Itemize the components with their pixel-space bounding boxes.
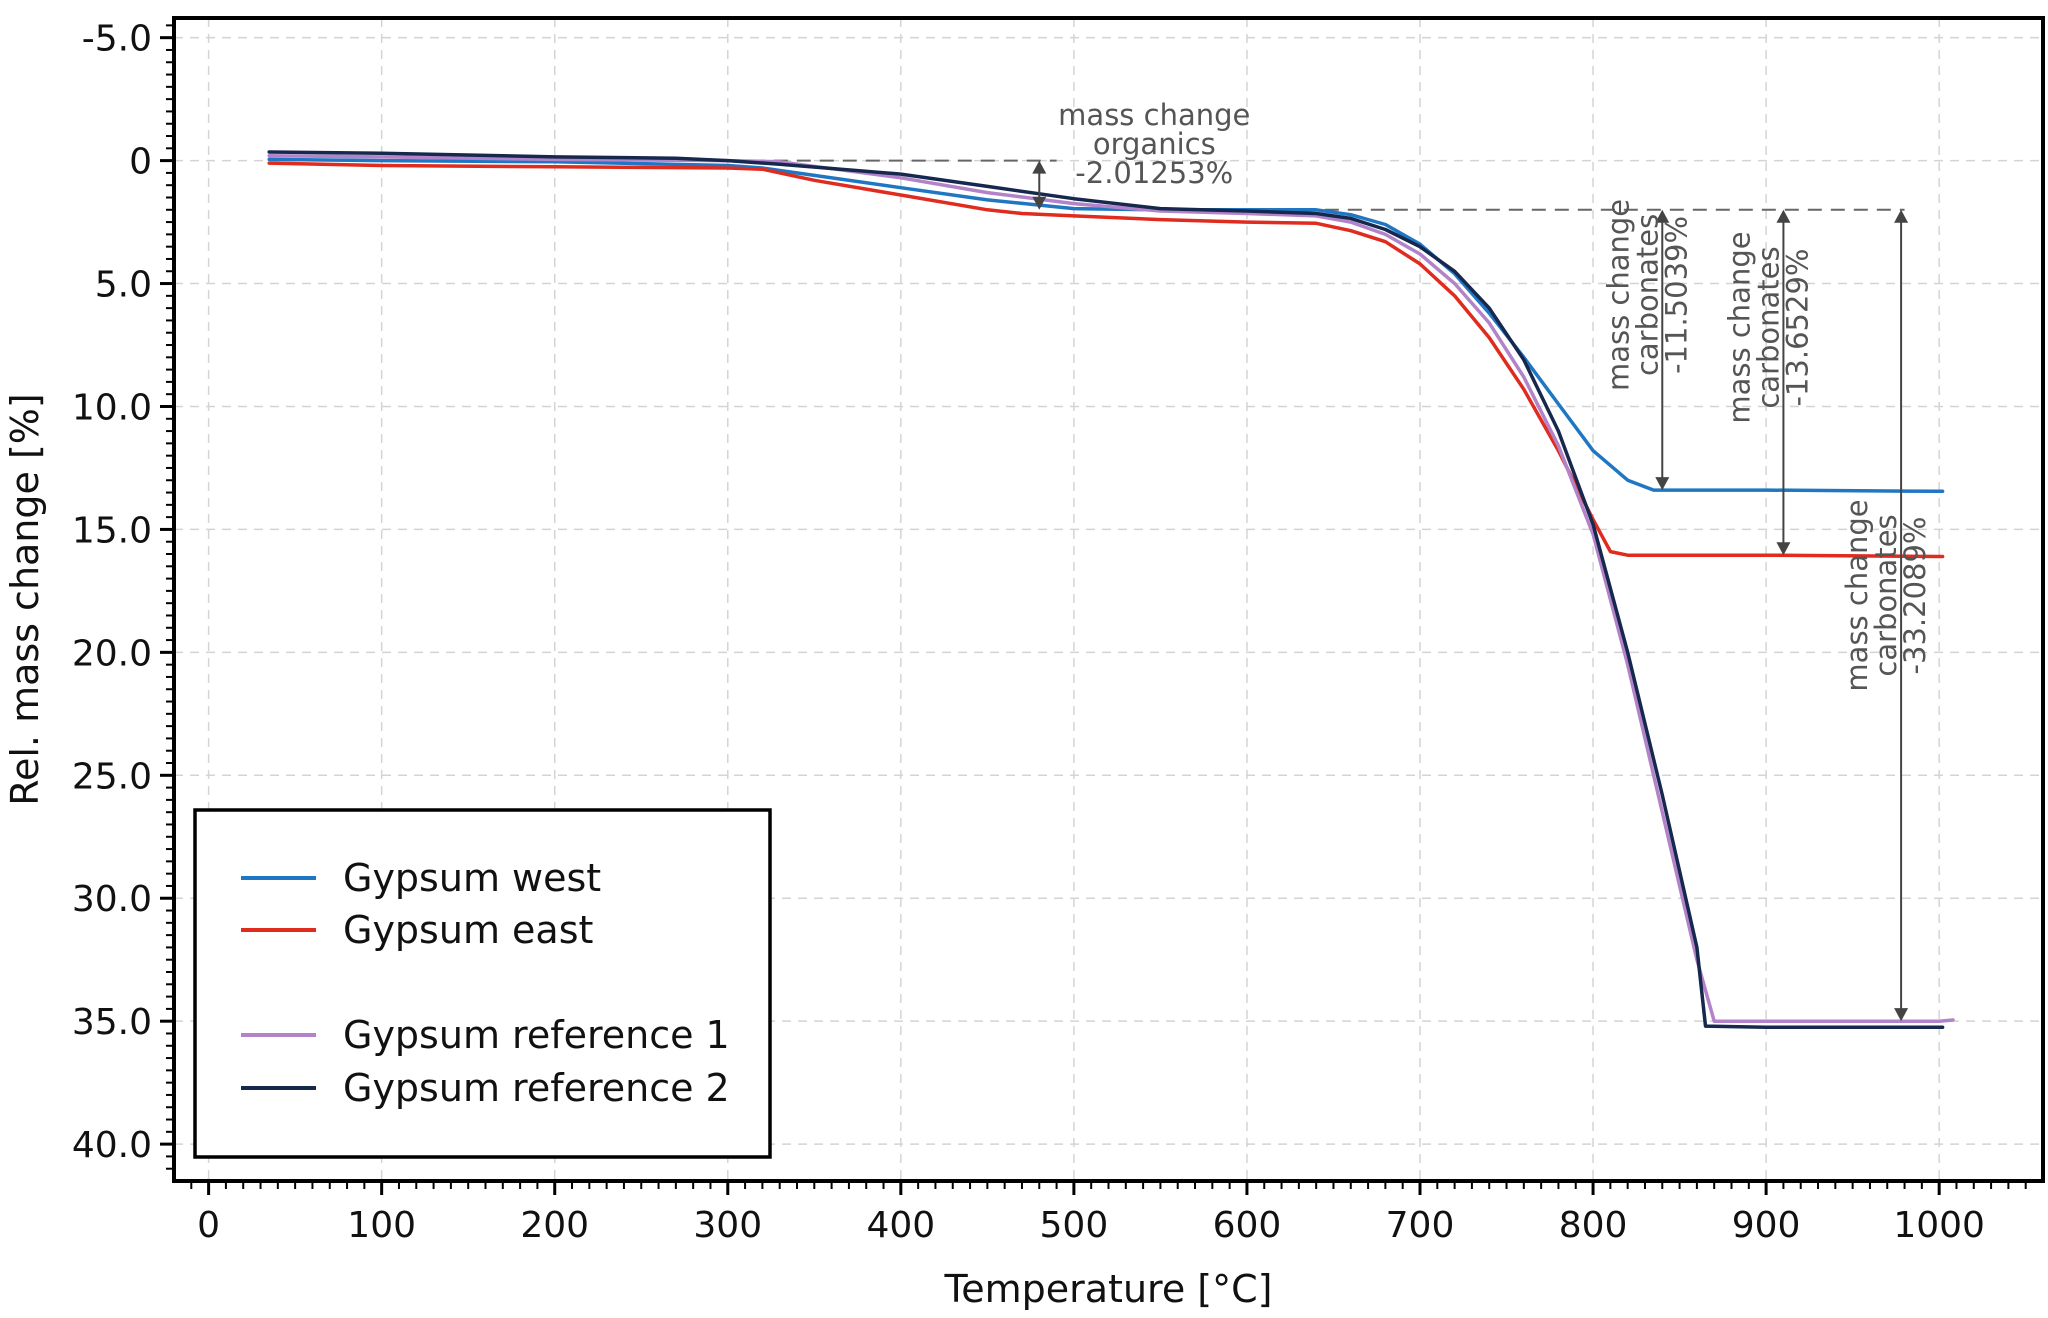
annotation-arrowhead-bottom-4: [1894, 1008, 1909, 1022]
x-tick-label: 500: [1040, 1205, 1109, 1246]
y-tick-label: 0: [129, 142, 152, 183]
x-tick-label: 200: [520, 1205, 589, 1246]
series-line-1: [267, 157, 1945, 494]
series-layer: [267, 150, 1955, 1030]
series-line-4: [267, 150, 1945, 1030]
annotation-arrowhead-bottom-1: [1032, 196, 1047, 210]
x-tick-label: 1000: [1893, 1205, 1985, 1246]
annotation-text: -33.2089%: [1898, 517, 1932, 675]
x-tick-label: 400: [866, 1205, 935, 1246]
annotation-arrowhead-top-3: [1776, 209, 1791, 223]
annotation-arrowhead-bottom-2: [1655, 477, 1670, 491]
x-tick-label: 300: [693, 1205, 762, 1246]
y-tick-label: 30.0: [72, 879, 152, 920]
y-tick-label: 25.0: [72, 756, 152, 797]
y-axis-title: Rel. mass change [%]: [3, 393, 47, 805]
annotation-text: mass change: [1722, 231, 1756, 423]
legend-label-4: Gypsum reference 2: [343, 1066, 730, 1110]
annotation-arrowhead-bottom-3: [1776, 542, 1791, 556]
annotation-text: -13.6529%: [1780, 249, 1814, 407]
y-tick-label: 10.0: [72, 387, 152, 428]
series-line-2: [267, 161, 1945, 559]
x-tick-label: 100: [347, 1205, 416, 1246]
annotation-text: carbonates: [1630, 214, 1664, 376]
ticks-layer: [160, 24, 2027, 1195]
legend-box: [193, 808, 772, 1159]
annotation-text: carbonates: [1751, 246, 1785, 408]
y-tick-label: -5.0: [82, 19, 152, 60]
tick-labels-layer: 0 100 200 300 400 500 600 700 800 900 1000 -5.0 0 5.0…: [72, 19, 1985, 1246]
x-tick-label: 600: [1213, 1205, 1282, 1246]
y-tick-label: 40.0: [72, 1125, 152, 1166]
y-tick-label: 15.0: [72, 510, 152, 551]
annotation-arrowhead-top-4: [1894, 209, 1909, 223]
annotation-text: organics: [1093, 127, 1216, 161]
y-tick-label: 5.0: [95, 265, 152, 306]
x-tick-label: 800: [1559, 1205, 1628, 1246]
legend: Gypsum west Gypsum east Gypsum reference 1…: [193, 808, 772, 1159]
x-tick-label: 900: [1732, 1205, 1801, 1246]
annotation-text: carbonates: [1869, 514, 1903, 676]
annotation-text: -2.01253%: [1075, 156, 1233, 190]
legend-label-3: Gypsum reference 1: [343, 1013, 730, 1057]
x-tick-label: 0: [197, 1205, 220, 1246]
annotation-text: -11.5039%: [1659, 216, 1693, 374]
x-axis-title: Temperature [°C]: [944, 1267, 1273, 1311]
y-tick-label: 20.0: [72, 633, 152, 674]
legend-label-2: Gypsum east: [343, 908, 593, 952]
y-tick-label: 35.0: [72, 1002, 152, 1043]
reference-lines-layer: [727, 159, 1905, 211]
annotation-text: mass change: [1840, 499, 1874, 691]
annotation-arrowhead-top-1: [1032, 160, 1047, 174]
legend-label-1: Gypsum west: [343, 856, 601, 900]
annotation-text: mass change: [1601, 199, 1635, 391]
annotation-text: mass change: [1058, 98, 1250, 132]
annotation-arrowhead-top-2: [1655, 209, 1670, 223]
x-tick-label: 700: [1386, 1205, 1455, 1246]
